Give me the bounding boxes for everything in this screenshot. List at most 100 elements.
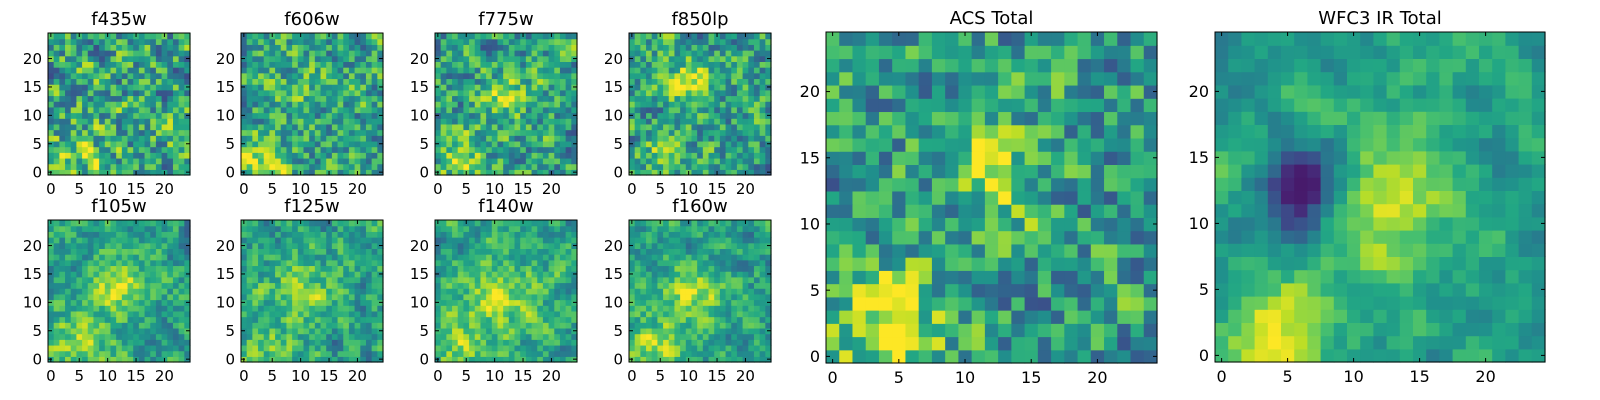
heatmap-cell: [668, 112, 676, 119]
heatmap-cell: [520, 350, 527, 357]
heatmap-cell: [525, 50, 533, 57]
heatmap-cell: [525, 254, 533, 261]
heatmap-cell: [457, 242, 464, 249]
heatmap-cell: [514, 163, 521, 170]
heatmap-cell: [354, 123, 361, 131]
heatmap-cell: [508, 89, 516, 97]
heatmap-cell: [326, 231, 333, 238]
heatmap-cell: [480, 259, 487, 267]
heatmap-cell: [263, 135, 270, 142]
heatmap-cell: [486, 322, 493, 329]
heatmap-cell: [286, 44, 293, 51]
heatmap-cell: [371, 237, 378, 244]
heatmap-cell: [446, 339, 453, 346]
heatmap-cell: [280, 248, 288, 255]
heatmap-cell: [559, 350, 567, 357]
heatmap-cell: [514, 305, 521, 312]
heatmap-cell: [269, 333, 276, 340]
heatmap-cell: [537, 33, 544, 40]
heatmap-cell: [435, 333, 442, 340]
heatmap-cell: [150, 293, 157, 301]
heatmap-cell: [263, 299, 270, 306]
heatmap-cell: [110, 271, 117, 278]
heatmap-cell: [525, 169, 533, 176]
heatmap-cell: [99, 276, 106, 284]
heatmap-cell: [452, 254, 459, 261]
heatmap-cell: [503, 163, 510, 170]
heatmap-cell: [446, 152, 453, 159]
heatmap-cell: [759, 78, 766, 85]
heatmap-cell: [150, 231, 157, 238]
heatmap-cell: [150, 350, 157, 357]
heatmap-cell: [497, 299, 504, 306]
heatmap-cell: [263, 123, 270, 131]
heatmap-cell: [286, 67, 293, 74]
heatmap-cell: [571, 33, 578, 40]
heatmap-cell: [463, 322, 470, 329]
heatmap-cell: [508, 327, 516, 335]
heatmap-cell: [337, 129, 344, 136]
heatmap-cell: [309, 89, 316, 97]
heatmap-cell: [474, 146, 482, 153]
heatmap-cell: [116, 55, 123, 62]
heatmap-cell: [435, 316, 442, 323]
heatmap-cell: [76, 265, 83, 272]
heatmap-cell: [354, 231, 361, 238]
heatmap-cell: [463, 84, 470, 91]
heatmap-cell: [508, 282, 516, 289]
heatmap-cell: [70, 333, 77, 340]
heatmap-cell: [104, 84, 112, 91]
heatmap-cell: [133, 316, 140, 323]
heatmap-cell: [252, 152, 259, 159]
heatmap-cell: [116, 339, 123, 346]
heatmap-cell: [76, 106, 83, 114]
heatmap-cell: [360, 55, 367, 62]
heatmap-cell: [309, 118, 316, 125]
heatmap-cell: [657, 322, 664, 329]
heatmap-cell: [292, 50, 299, 57]
heatmap-cell: [87, 55, 95, 62]
heatmap-cell: [116, 118, 123, 125]
heatmap-cell: [452, 152, 459, 159]
heatmap-cell: [155, 61, 163, 68]
heatmap-cell: [480, 152, 487, 159]
heatmap-cell: [765, 129, 772, 136]
heatmap-cell: [167, 50, 174, 57]
heatmap-cell: [331, 333, 339, 340]
heatmap-cell: [663, 146, 670, 153]
heatmap-cell: [531, 67, 538, 74]
heatmap-cell: [292, 220, 299, 227]
heatmap-cell: [520, 140, 527, 148]
heatmap-cell: [116, 106, 123, 114]
heatmap-cell: [491, 101, 499, 108]
heatmap-cell: [280, 123, 288, 131]
heatmap-cell: [452, 356, 459, 363]
heatmap-cell: [286, 299, 293, 306]
heatmap-cell: [314, 333, 322, 340]
heatmap-cell: [292, 169, 299, 176]
heatmap-cell: [104, 316, 112, 323]
heatmap-cell: [331, 220, 339, 227]
heatmap-cell: [657, 288, 664, 295]
heatmap-cell: [559, 50, 567, 57]
heatmap-cell: [343, 322, 350, 329]
heatmap-cell: [571, 118, 578, 125]
heatmap-cell: [348, 339, 356, 346]
heatmap-cell: [759, 106, 766, 114]
heatmap-cell: [303, 44, 310, 51]
heatmap-cell: [452, 112, 459, 119]
heatmap-cell: [474, 344, 482, 352]
heatmap-cell: [474, 72, 482, 80]
heatmap-cell: [53, 242, 60, 249]
heatmap-cell: [452, 38, 459, 45]
heatmap-cell: [161, 282, 168, 289]
heatmap-cell: [155, 44, 163, 51]
heatmap-cell: [719, 282, 727, 289]
heatmap-cell: [297, 276, 305, 284]
heatmap-cell: [474, 220, 482, 227]
heatmap-cell: [167, 129, 174, 136]
heatmap-cell: [691, 50, 698, 57]
heatmap-cell: [82, 288, 89, 295]
heatmap-cell: [87, 84, 95, 91]
heatmap-cell: [377, 33, 384, 40]
